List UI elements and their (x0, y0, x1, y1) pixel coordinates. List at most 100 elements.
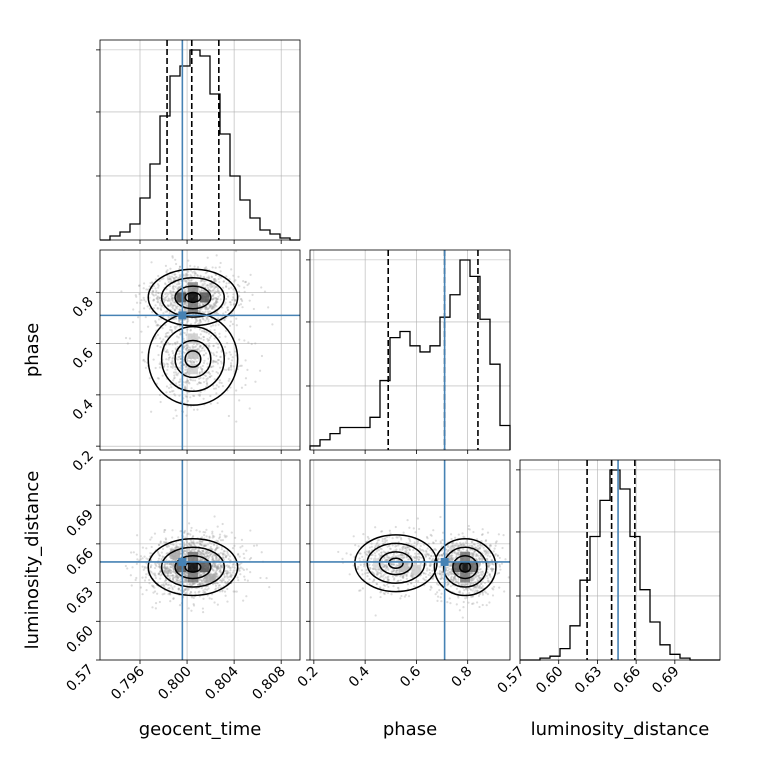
sample-point (161, 374, 164, 377)
sample-point (470, 558, 473, 562)
sample-point (162, 584, 165, 587)
sample-point (203, 275, 206, 279)
sample-point (487, 580, 491, 584)
sample-point (404, 547, 408, 550)
sample-point (144, 300, 147, 303)
sample-point (216, 525, 219, 528)
sample-point (169, 291, 172, 294)
sample-point (414, 562, 417, 565)
sample-point (214, 331, 217, 335)
sample-point (179, 580, 182, 584)
density-cell (467, 562, 478, 573)
sample-point (131, 566, 134, 569)
sample-point (194, 321, 197, 324)
sample-point (143, 555, 146, 558)
sample-point (179, 357, 182, 361)
sample-point (391, 544, 394, 547)
sample-point (412, 556, 415, 559)
sample-point (214, 570, 217, 573)
sample-point (402, 545, 405, 548)
sample-point (154, 320, 157, 323)
sample-point (407, 542, 410, 545)
sample-point (216, 362, 220, 365)
sample-point (436, 557, 440, 560)
sample-point (154, 304, 157, 307)
sample-point (184, 588, 187, 591)
sample-point (171, 586, 174, 589)
sample-point (426, 553, 429, 556)
sample-point (212, 535, 216, 538)
sample-point (428, 568, 431, 571)
sample-point (464, 583, 467, 586)
sample-point (376, 568, 380, 571)
sample-point (206, 588, 209, 591)
sample-point (198, 590, 201, 593)
sample-point (412, 527, 415, 530)
sample-point (219, 360, 223, 363)
sample-point (197, 549, 200, 553)
sample-point (224, 554, 227, 557)
sample-point (483, 549, 486, 552)
sample-point (164, 310, 167, 313)
sample-point (226, 308, 229, 312)
sample-point (384, 576, 387, 579)
sample-point (174, 347, 177, 350)
sample-point (209, 552, 213, 556)
sample-point (185, 280, 188, 283)
sample-point (217, 584, 221, 587)
sample-point (230, 286, 233, 289)
sample-point (172, 559, 175, 562)
sample-point (460, 583, 463, 587)
sample-point (193, 345, 196, 349)
sample-point (469, 571, 473, 575)
sample-point (173, 393, 176, 396)
sample-point (378, 571, 381, 575)
sample-point (179, 378, 182, 381)
sample-point (385, 565, 388, 568)
sample-point (216, 298, 219, 301)
sample-point (267, 306, 270, 309)
sample-point (168, 356, 172, 359)
sample-point (215, 569, 218, 572)
sample-point (491, 594, 495, 597)
tick-label-x: 0.796 (108, 663, 148, 703)
sample-point (206, 554, 209, 557)
sample-point (194, 272, 197, 275)
sample-point (185, 574, 189, 578)
sample-point (466, 589, 469, 592)
sample-point (366, 574, 369, 578)
sample-point (184, 587, 188, 591)
sample-point (404, 550, 407, 553)
sample-point (168, 278, 171, 281)
sample-point (249, 273, 252, 276)
sample-point (470, 595, 473, 599)
tick-label-y: 0.63 (63, 584, 96, 617)
sample-point (171, 287, 174, 290)
contour-line (147, 537, 239, 597)
sample-point (405, 574, 408, 578)
sample-point (368, 549, 371, 553)
sample-point (165, 271, 168, 274)
sample-point (386, 576, 389, 579)
sample-point (224, 368, 228, 371)
sample-point (427, 542, 430, 545)
sample-point (228, 555, 232, 558)
sample-point (157, 377, 160, 380)
sample-point (372, 567, 375, 570)
sample-point (215, 342, 218, 345)
sample-point (208, 289, 212, 292)
sample-point (203, 590, 206, 594)
sample-point (206, 543, 210, 546)
sample-point (202, 380, 206, 384)
sample-point (183, 571, 186, 574)
sample-point (397, 587, 400, 590)
sample-point (159, 541, 162, 544)
sample-point (439, 515, 442, 519)
sample-point (185, 551, 189, 554)
sample-point (221, 579, 224, 582)
sample-point (186, 291, 189, 294)
sample-point (380, 551, 383, 554)
sample-point (207, 318, 210, 321)
sample-point (164, 283, 167, 286)
sample-point (197, 302, 200, 305)
